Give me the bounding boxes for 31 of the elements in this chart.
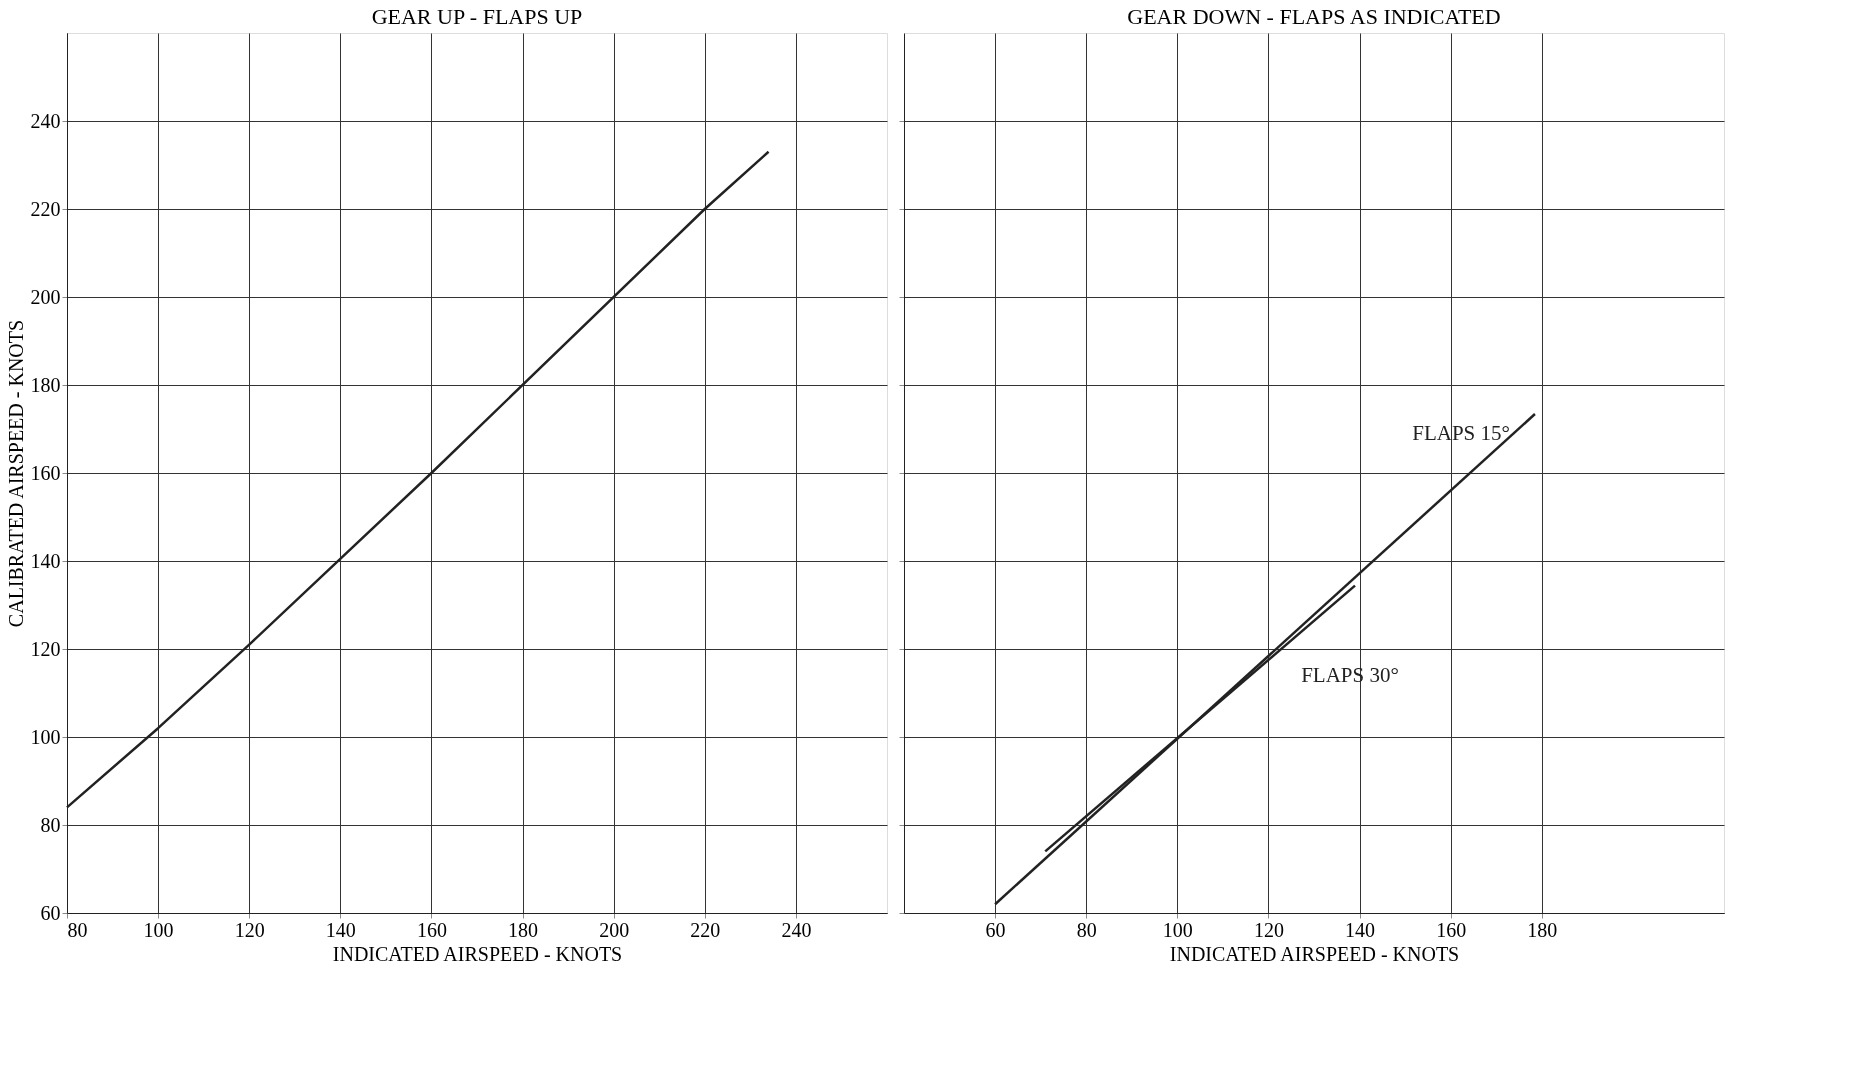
y-tick-label: 120 (30, 637, 61, 660)
x-tick-label: 80 (1076, 918, 1097, 941)
y-axis-title: CALIBRATED AIRSPEED - KNOTS (4, 319, 27, 628)
x-tick-label: 200 (599, 918, 630, 941)
x-tick-label: 120 (1253, 918, 1284, 941)
y-tick-label: 180 (30, 373, 61, 396)
x-tick-label: 180 (1527, 918, 1558, 941)
x-tick-label: 140 (1345, 918, 1376, 941)
x-tick-label: 160 (1436, 918, 1467, 941)
chart-title: GEAR UP - FLAPS UP (371, 4, 583, 29)
x-axis-title: INDICATED AIRSPEED - KNOTS (332, 942, 623, 965)
x-tick-label: 60 (985, 918, 1006, 941)
x-axis-title: INDICATED AIRSPEED - KNOTS (1169, 942, 1460, 965)
y-tick-label: 60 (40, 901, 61, 924)
x-tick-label: 240 (781, 918, 812, 941)
x-tick-label: 80 (67, 918, 88, 941)
x-tick-label: 120 (234, 918, 265, 941)
x-tick-label: 220 (690, 918, 721, 941)
x-tick-label: 140 (325, 918, 356, 941)
x-tick-label: 180 (508, 918, 539, 941)
y-tick-label: 200 (30, 285, 61, 308)
y-tick-label: 220 (30, 197, 61, 220)
x-tick-label: 160 (416, 918, 447, 941)
x-tick-label: 100 (143, 918, 174, 941)
y-tick-label: 240 (30, 109, 61, 132)
y-tick-label: 140 (30, 549, 61, 572)
x-tick-label: 100 (1162, 918, 1193, 941)
y-tick-label: 100 (30, 725, 61, 748)
chart-title: GEAR DOWN - FLAPS AS INDICATED (1127, 4, 1501, 29)
y-tick-label: 80 (40, 813, 61, 836)
y-tick-label: 160 (30, 461, 61, 484)
